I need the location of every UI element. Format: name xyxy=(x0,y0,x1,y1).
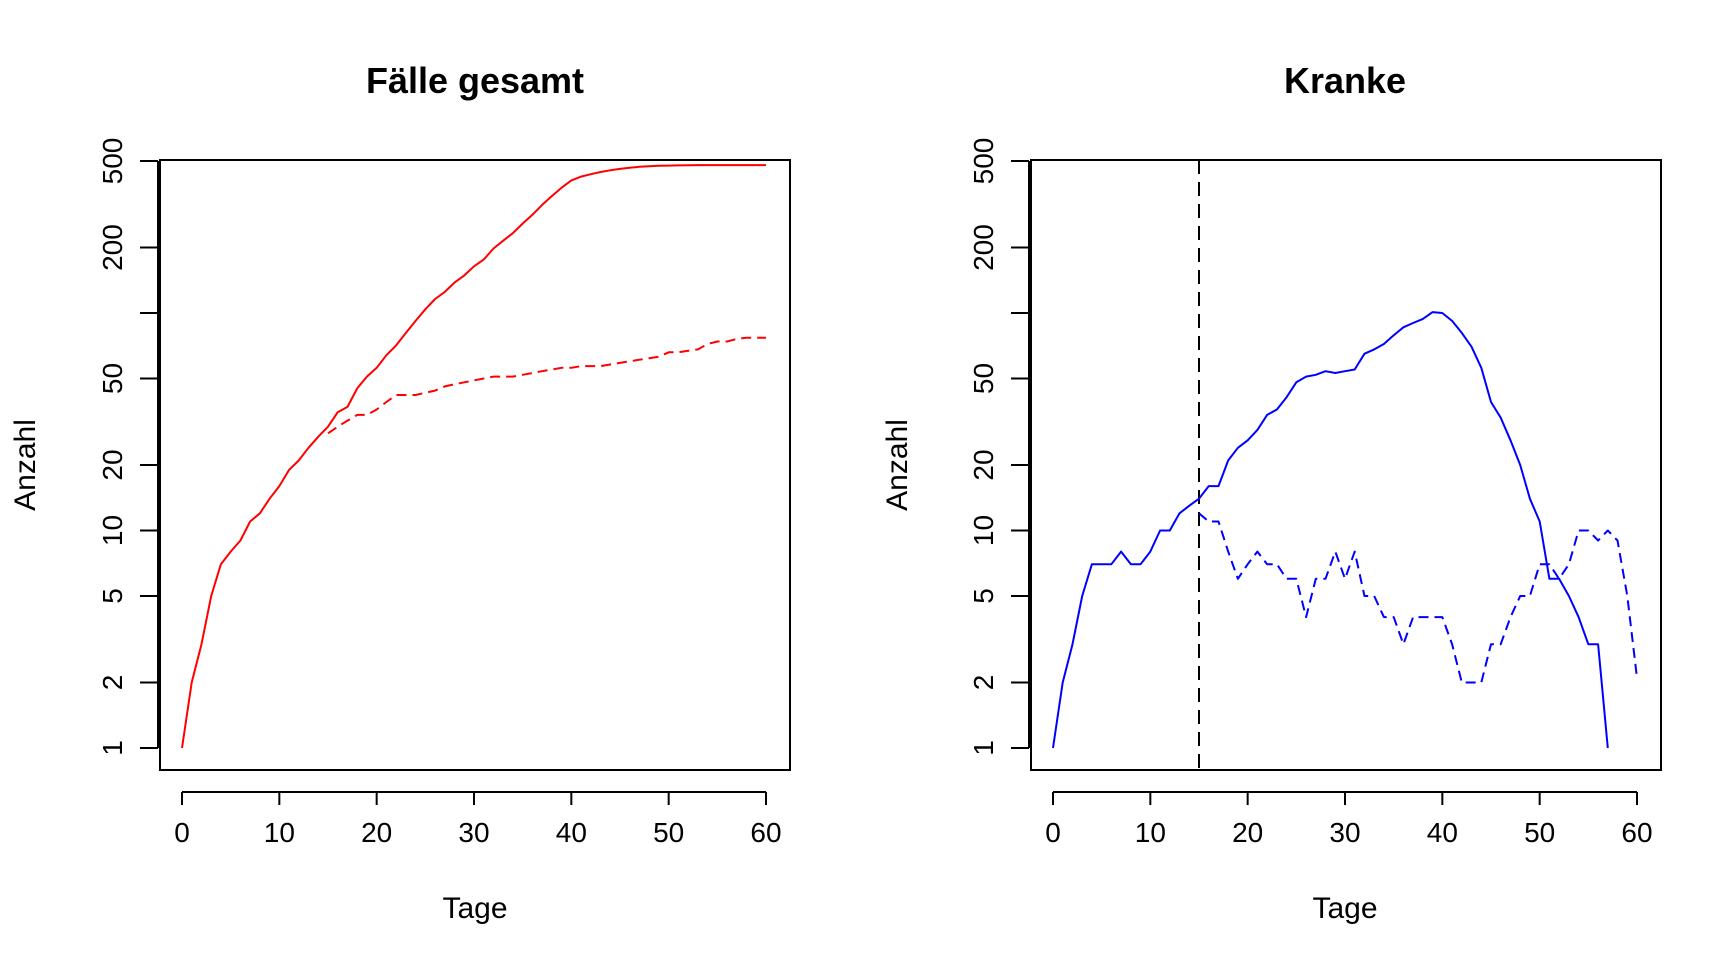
plot-frame xyxy=(1030,159,1662,771)
x-axis-label: Tage xyxy=(442,892,507,925)
chart-title: Fälle gesamt xyxy=(366,60,584,101)
series-group xyxy=(181,164,766,749)
x-tick-label: 50 xyxy=(653,817,684,848)
y-tick-label: 500 xyxy=(968,138,999,185)
x-tick-label: 50 xyxy=(1524,817,1555,848)
series-line-solid xyxy=(1052,311,1609,749)
x-tick-label: 10 xyxy=(1135,817,1166,848)
y-tick-label: 10 xyxy=(968,515,999,546)
y-tick-label: 500 xyxy=(97,138,128,185)
y-tick-label: 10 xyxy=(97,515,128,546)
y-tick-label: 20 xyxy=(97,449,128,480)
y-tick-label: 2 xyxy=(968,675,999,691)
y-tick-label: 2 xyxy=(97,675,128,691)
x-tick-label: 30 xyxy=(1329,817,1360,848)
series-line-dashed xyxy=(1198,512,1638,684)
y-tick-label: 50 xyxy=(968,363,999,394)
axis-ticks: 0 10 20 30 40 50 60 1 2 5 10 20 50 200 500 xyxy=(968,138,1653,848)
y-tick-label: 1 xyxy=(968,740,999,756)
x-tick-label: 60 xyxy=(1621,817,1652,848)
x-tick-label: 20 xyxy=(361,817,392,848)
y-tick-label: 200 xyxy=(968,224,999,271)
chart-title: Kranke xyxy=(1284,60,1406,101)
series-group xyxy=(1052,160,1638,770)
panel-kranke: Kranke Tage Anzahl 0 10 20 30 40 50 60 1 2 5 10 20 5… xyxy=(881,60,1662,925)
y-tick-label: 5 xyxy=(968,588,999,604)
y-tick-label: 200 xyxy=(97,224,128,271)
x-tick-label: 0 xyxy=(174,817,190,848)
x-tick-label: 40 xyxy=(556,817,587,848)
y-tick-label: 5 xyxy=(97,588,128,604)
panel-faelle-gesamt: Fälle gesamt Tage Anzahl 0 10 20 30 40 50 60 1 2… xyxy=(9,60,791,925)
x-tick-label: 20 xyxy=(1232,817,1263,848)
x-tick-label: 10 xyxy=(264,817,295,848)
y-tick-label: 1 xyxy=(97,740,128,756)
x-axis-label: Tage xyxy=(1312,892,1377,925)
x-tick-label: 60 xyxy=(750,817,781,848)
series-line-solid xyxy=(181,164,766,749)
y-tick-label: 20 xyxy=(968,449,999,480)
x-tick-label: 30 xyxy=(458,817,489,848)
y-axis-label: Anzahl xyxy=(9,419,42,511)
x-tick-label: 0 xyxy=(1045,817,1061,848)
y-tick-label: 50 xyxy=(97,363,128,394)
plot-frame xyxy=(159,159,791,771)
series-line-dashed xyxy=(327,336,766,435)
y-axis-label: Anzahl xyxy=(881,419,914,511)
x-tick-label: 40 xyxy=(1427,817,1458,848)
axis-ticks: 0 10 20 30 40 50 60 1 2 5 10 20 50 200 500 xyxy=(97,138,782,848)
